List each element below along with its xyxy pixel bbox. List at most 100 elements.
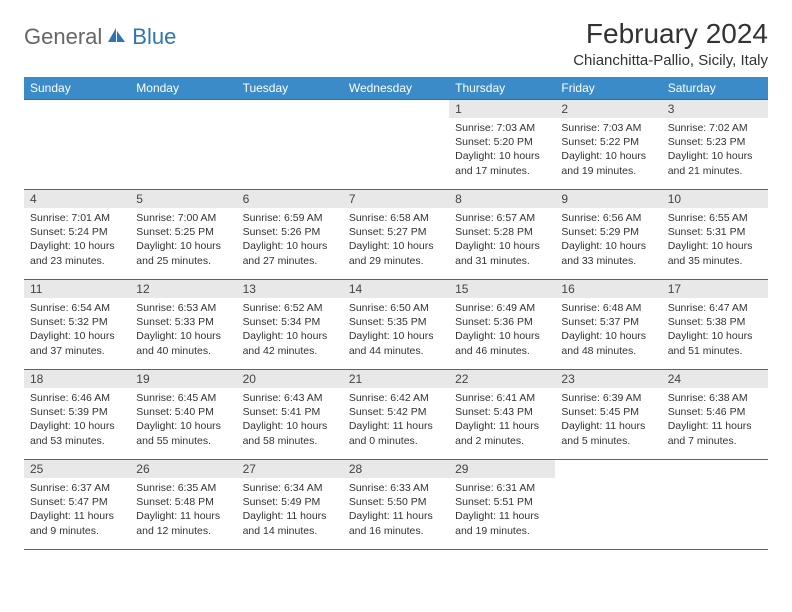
calendar-cell: 21Sunrise: 6:42 AMSunset: 5:42 PMDayligh… — [343, 370, 449, 460]
calendar-cell: 4Sunrise: 7:01 AMSunset: 5:24 PMDaylight… — [24, 190, 130, 280]
calendar-row: 4Sunrise: 7:01 AMSunset: 5:24 PMDaylight… — [24, 190, 768, 280]
calendar-cell: 13Sunrise: 6:52 AMSunset: 5:34 PMDayligh… — [237, 280, 343, 370]
weekday-header: Thursday — [449, 77, 555, 100]
calendar-cell: 20Sunrise: 6:43 AMSunset: 5:41 PMDayligh… — [237, 370, 343, 460]
calendar-cell: 18Sunrise: 6:46 AMSunset: 5:39 PMDayligh… — [24, 370, 130, 460]
day-body: Sunrise: 6:34 AMSunset: 5:49 PMDaylight:… — [237, 478, 343, 542]
day-body: Sunrise: 6:45 AMSunset: 5:40 PMDaylight:… — [130, 388, 236, 452]
day-body: Sunrise: 6:43 AMSunset: 5:41 PMDaylight:… — [237, 388, 343, 452]
day-body: Sunrise: 6:55 AMSunset: 5:31 PMDaylight:… — [662, 208, 768, 272]
day-body: Sunrise: 6:35 AMSunset: 5:48 PMDaylight:… — [130, 478, 236, 542]
day-body: Sunrise: 6:57 AMSunset: 5:28 PMDaylight:… — [449, 208, 555, 272]
day-body: Sunrise: 7:02 AMSunset: 5:23 PMDaylight:… — [662, 118, 768, 182]
day-body: Sunrise: 6:38 AMSunset: 5:46 PMDaylight:… — [662, 388, 768, 452]
weekday-header: Monday — [130, 77, 236, 100]
day-body: Sunrise: 7:03 AMSunset: 5:20 PMDaylight:… — [449, 118, 555, 182]
day-body: Sunrise: 6:46 AMSunset: 5:39 PMDaylight:… — [24, 388, 130, 452]
day-number: 15 — [449, 280, 555, 298]
calendar-cell: 24Sunrise: 6:38 AMSunset: 5:46 PMDayligh… — [662, 370, 768, 460]
day-body: Sunrise: 6:58 AMSunset: 5:27 PMDaylight:… — [343, 208, 449, 272]
calendar-cell: 28Sunrise: 6:33 AMSunset: 5:50 PMDayligh… — [343, 460, 449, 550]
day-number: 24 — [662, 370, 768, 388]
day-number: 6 — [237, 190, 343, 208]
day-body: Sunrise: 6:53 AMSunset: 5:33 PMDaylight:… — [130, 298, 236, 362]
day-body: Sunrise: 6:41 AMSunset: 5:43 PMDaylight:… — [449, 388, 555, 452]
day-number: 13 — [237, 280, 343, 298]
calendar-cell: 17Sunrise: 6:47 AMSunset: 5:38 PMDayligh… — [662, 280, 768, 370]
calendar-cell: 2Sunrise: 7:03 AMSunset: 5:22 PMDaylight… — [555, 100, 661, 190]
weekday-header: Saturday — [662, 77, 768, 100]
weekday-header: Sunday — [24, 77, 130, 100]
day-number: 2 — [555, 100, 661, 118]
calendar-cell: 27Sunrise: 6:34 AMSunset: 5:49 PMDayligh… — [237, 460, 343, 550]
calendar-table: SundayMondayTuesdayWednesdayThursdayFrid… — [24, 77, 768, 550]
calendar-cell: 11Sunrise: 6:54 AMSunset: 5:32 PMDayligh… — [24, 280, 130, 370]
calendar-cell: 7Sunrise: 6:58 AMSunset: 5:27 PMDaylight… — [343, 190, 449, 280]
day-body: Sunrise: 6:56 AMSunset: 5:29 PMDaylight:… — [555, 208, 661, 272]
day-body: Sunrise: 7:03 AMSunset: 5:22 PMDaylight:… — [555, 118, 661, 182]
calendar-cell: .. — [555, 460, 661, 550]
weekday-header: Friday — [555, 77, 661, 100]
day-body: Sunrise: 7:00 AMSunset: 5:25 PMDaylight:… — [130, 208, 236, 272]
logo-text-2: Blue — [132, 24, 176, 50]
calendar-cell: 6Sunrise: 6:59 AMSunset: 5:26 PMDaylight… — [237, 190, 343, 280]
calendar-cell: 12Sunrise: 6:53 AMSunset: 5:33 PMDayligh… — [130, 280, 236, 370]
day-body: Sunrise: 6:48 AMSunset: 5:37 PMDaylight:… — [555, 298, 661, 362]
calendar-cell: 15Sunrise: 6:49 AMSunset: 5:36 PMDayligh… — [449, 280, 555, 370]
day-body: Sunrise: 6:33 AMSunset: 5:50 PMDaylight:… — [343, 478, 449, 542]
day-number: 20 — [237, 370, 343, 388]
calendar-cell: .. — [343, 100, 449, 190]
day-body: Sunrise: 7:01 AMSunset: 5:24 PMDaylight:… — [24, 208, 130, 272]
day-body: Sunrise: 6:42 AMSunset: 5:42 PMDaylight:… — [343, 388, 449, 452]
day-number: 22 — [449, 370, 555, 388]
calendar-cell: 16Sunrise: 6:48 AMSunset: 5:37 PMDayligh… — [555, 280, 661, 370]
day-number: 14 — [343, 280, 449, 298]
location: Chianchitta-Pallio, Sicily, Italy — [573, 52, 768, 69]
day-number: 1 — [449, 100, 555, 118]
day-number: 5 — [130, 190, 236, 208]
day-number: 17 — [662, 280, 768, 298]
calendar-row: 11Sunrise: 6:54 AMSunset: 5:32 PMDayligh… — [24, 280, 768, 370]
calendar-cell: 23Sunrise: 6:39 AMSunset: 5:45 PMDayligh… — [555, 370, 661, 460]
calendar-cell: 26Sunrise: 6:35 AMSunset: 5:48 PMDayligh… — [130, 460, 236, 550]
logo-text-1: General — [24, 24, 102, 50]
logo: General Blue — [24, 24, 176, 50]
calendar-row: ........1Sunrise: 7:03 AMSunset: 5:20 PM… — [24, 100, 768, 190]
day-body: Sunrise: 6:47 AMSunset: 5:38 PMDaylight:… — [662, 298, 768, 362]
page-title: February 2024 — [573, 18, 768, 50]
calendar-cell: .. — [24, 100, 130, 190]
day-number: 9 — [555, 190, 661, 208]
day-number: 29 — [449, 460, 555, 478]
day-body: Sunrise: 6:49 AMSunset: 5:36 PMDaylight:… — [449, 298, 555, 362]
day-number: 3 — [662, 100, 768, 118]
calendar-cell: 25Sunrise: 6:37 AMSunset: 5:47 PMDayligh… — [24, 460, 130, 550]
header: General Blue February 2024 Chianchitta-P… — [24, 18, 768, 69]
logo-sail-icon — [106, 24, 128, 50]
day-number: 27 — [237, 460, 343, 478]
calendar-cell: 22Sunrise: 6:41 AMSunset: 5:43 PMDayligh… — [449, 370, 555, 460]
day-body: Sunrise: 6:37 AMSunset: 5:47 PMDaylight:… — [24, 478, 130, 542]
day-body: Sunrise: 6:59 AMSunset: 5:26 PMDaylight:… — [237, 208, 343, 272]
day-number: 19 — [130, 370, 236, 388]
day-number: 26 — [130, 460, 236, 478]
day-body: Sunrise: 6:54 AMSunset: 5:32 PMDaylight:… — [24, 298, 130, 362]
calendar-cell: 3Sunrise: 7:02 AMSunset: 5:23 PMDaylight… — [662, 100, 768, 190]
weekday-header: Wednesday — [343, 77, 449, 100]
day-number: 28 — [343, 460, 449, 478]
calendar-cell: .. — [130, 100, 236, 190]
day-number: 4 — [24, 190, 130, 208]
day-number: 23 — [555, 370, 661, 388]
calendar-cell: 19Sunrise: 6:45 AMSunset: 5:40 PMDayligh… — [130, 370, 236, 460]
day-number: 10 — [662, 190, 768, 208]
calendar-cell: .. — [662, 460, 768, 550]
calendar-cell: 10Sunrise: 6:55 AMSunset: 5:31 PMDayligh… — [662, 190, 768, 280]
day-number: 7 — [343, 190, 449, 208]
calendar-cell: .. — [237, 100, 343, 190]
day-body: Sunrise: 6:50 AMSunset: 5:35 PMDaylight:… — [343, 298, 449, 362]
day-number: 8 — [449, 190, 555, 208]
calendar-cell: 8Sunrise: 6:57 AMSunset: 5:28 PMDaylight… — [449, 190, 555, 280]
day-number: 16 — [555, 280, 661, 298]
weekday-header: Tuesday — [237, 77, 343, 100]
day-number: 25 — [24, 460, 130, 478]
weekday-header-row: SundayMondayTuesdayWednesdayThursdayFrid… — [24, 77, 768, 100]
